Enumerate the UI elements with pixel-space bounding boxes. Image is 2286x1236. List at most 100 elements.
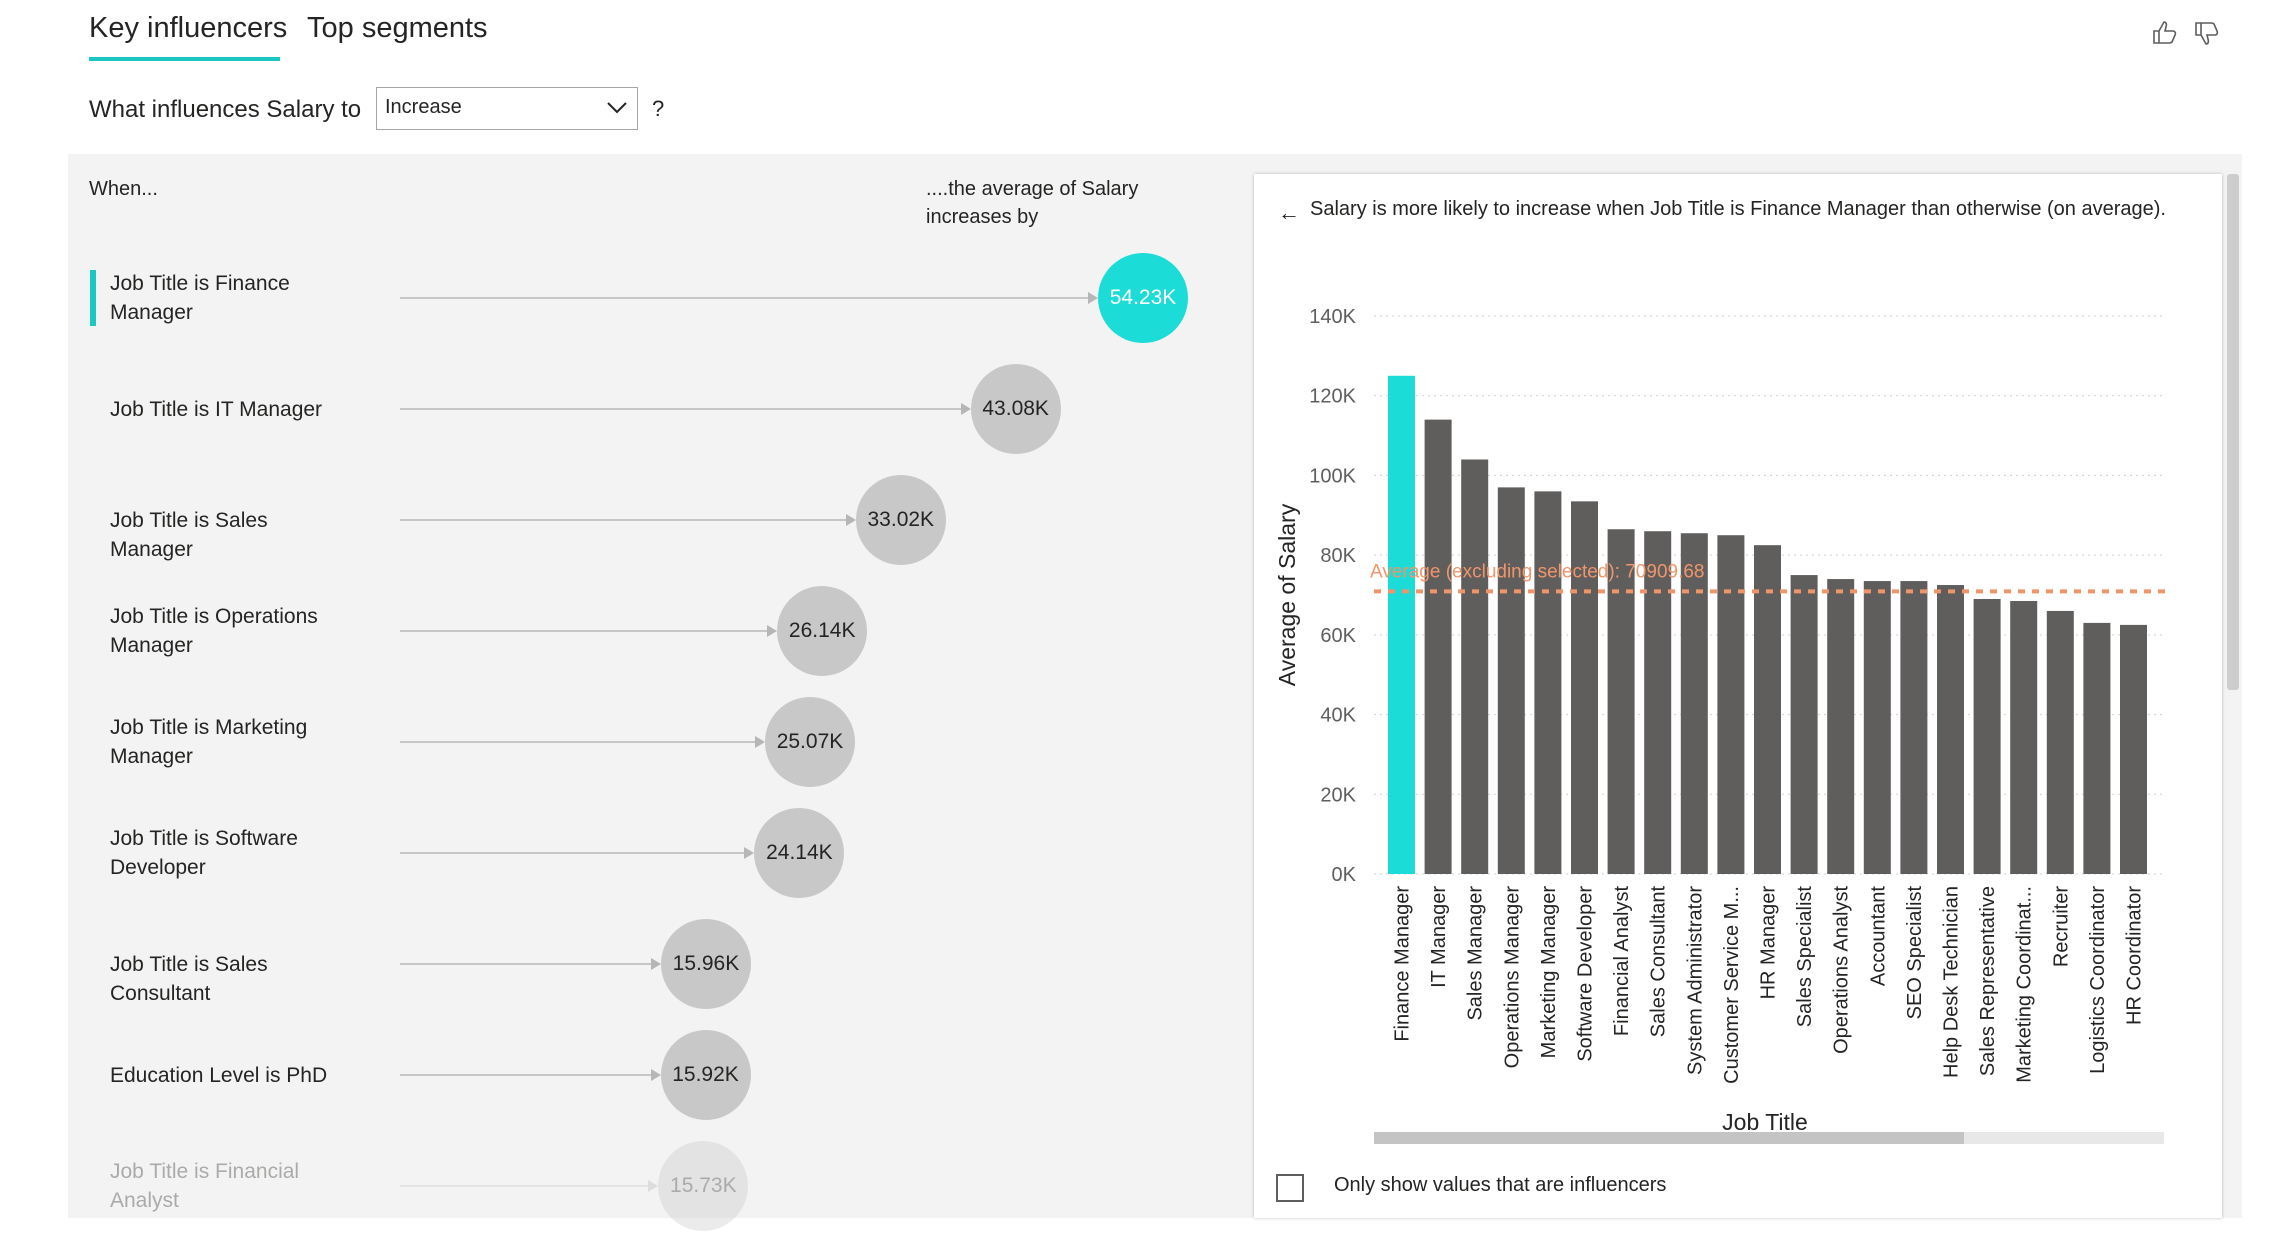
x-tick-label: Financial Analyst xyxy=(1611,886,1633,1037)
x-tick-label: Recruiter xyxy=(2050,886,2072,967)
x-tick-label: System Administrator xyxy=(1684,886,1706,1075)
bar[interactable] xyxy=(2120,624,2147,874)
bar[interactable] xyxy=(1717,535,1745,874)
x-tick-label: Accountant xyxy=(1867,886,1889,987)
detail-card: ← Salary is more likely to increase when… xyxy=(1254,174,2222,1218)
bar[interactable] xyxy=(1754,545,1781,874)
detail-title: Salary is more likely to increase when J… xyxy=(1310,198,2166,220)
bar[interactable] xyxy=(1863,581,1891,874)
bar[interactable] xyxy=(2083,622,2111,874)
thumbs-down-icon[interactable] xyxy=(2192,18,2222,48)
connector-arrow-icon xyxy=(650,958,661,970)
x-tick-label: Operations Analyst xyxy=(1831,886,1853,1054)
x-tick-label: Operations Manager xyxy=(1501,886,1523,1069)
x-tick-label: Sales Manager xyxy=(1465,886,1487,1021)
influencer-row[interactable]: Job Title is Sales Manager 33.02K xyxy=(68,470,1218,570)
bar[interactable] xyxy=(1790,575,1818,874)
x-axis-title: Job Title xyxy=(1722,1109,1808,1134)
average-header: ....the average of Salary increases by xyxy=(926,178,1139,228)
x-tick-label: Logistics Coordinator xyxy=(2087,886,2109,1074)
influencer-bubble[interactable]: 25.07K xyxy=(764,697,855,787)
influencer-row[interactable]: Job Title is Financial Analyst 15.73K xyxy=(68,1136,1218,1236)
influencer-row[interactable]: Education Level is PhD 15.92K xyxy=(68,1025,1218,1125)
bar[interactable] xyxy=(1900,581,1928,874)
x-tick-label: Software Developer xyxy=(1575,886,1597,1062)
salary-bar-chart: 0K 20K 40K 60K 80K 100K 120K 140K Average of Sal… xyxy=(1274,306,2166,1134)
horizontal-scrollbar[interactable] xyxy=(1374,1132,1964,1144)
influencer-row[interactable]: Job Title is Software Developer 24.14K xyxy=(68,803,1218,903)
connector-arrow-icon xyxy=(960,403,971,415)
bar[interactable] xyxy=(1388,375,1415,874)
x-tick-label: Help Desk Technician xyxy=(1941,886,1963,1078)
influencer-row[interactable]: Job Title is IT Manager 43.08K xyxy=(68,359,1218,459)
influencer-bubble[interactable]: 24.14K xyxy=(754,808,845,898)
tab-key-influencers[interactable]: Key influencers xyxy=(89,12,288,44)
help-icon[interactable]: ? xyxy=(652,96,665,121)
y-tick-label: 100K xyxy=(1309,465,1356,487)
bar[interactable] xyxy=(1534,491,1562,874)
tab-top-segments[interactable]: Top segments xyxy=(307,12,488,44)
bar[interactable] xyxy=(1424,419,1452,874)
vertical-scrollbar[interactable] xyxy=(2227,174,2239,690)
influencer-label: Job Title is Marketing Manager xyxy=(110,716,308,768)
bar[interactable] xyxy=(1644,531,1672,874)
influencer-bubble[interactable]: 15.92K xyxy=(660,1030,751,1120)
y-tick-label: 120K xyxy=(1309,386,1356,408)
connector-arrow-icon xyxy=(650,1069,661,1081)
selected-indicator xyxy=(90,270,96,326)
x-tick-label: Marketing Coordinat... xyxy=(2014,886,2036,1083)
influencer-bubble[interactable]: 43.08K xyxy=(970,364,1061,454)
connector-line xyxy=(400,519,846,521)
connector-arrow-icon xyxy=(744,847,755,859)
y-tick-label: 80K xyxy=(1320,545,1356,567)
influencer-label: Job Title is Sales Manager xyxy=(110,509,268,561)
bar[interactable] xyxy=(1461,459,1489,874)
y-tick-label: 0K xyxy=(1332,864,1357,886)
y-axis-title: Average of Salary xyxy=(1274,503,1300,686)
x-tick-label: Sales Representative xyxy=(1977,886,1999,1076)
influencer-label: Job Title is Financial Analyst xyxy=(110,1160,300,1212)
x-tick-label: Sales Consultant xyxy=(1648,886,1670,1038)
connector-arrow-icon xyxy=(754,736,765,748)
reference-line-label: Average (excluding selected): 70909.68 xyxy=(1370,561,1705,582)
bar[interactable] xyxy=(2046,610,2074,874)
thumbs-up-icon[interactable] xyxy=(2150,18,2180,48)
influencer-bubble[interactable]: 54.23K xyxy=(1098,253,1188,343)
back-arrow-icon[interactable]: ← xyxy=(1278,200,1300,225)
influencer-bubble[interactable]: 33.02K xyxy=(855,475,946,565)
bar[interactable] xyxy=(1571,501,1598,874)
influencer-bubble[interactable]: 15.73K xyxy=(658,1141,749,1231)
bar[interactable] xyxy=(1497,487,1525,874)
x-tick-label: Finance Manager xyxy=(1392,886,1414,1042)
influencer-row[interactable]: Job Title is Marketing Manager 25.07K xyxy=(68,692,1218,792)
connector-line xyxy=(400,630,768,632)
y-tick-label: 140K xyxy=(1309,306,1356,328)
y-tick-label: 20K xyxy=(1320,784,1356,806)
x-tick-label: SEO Specialist xyxy=(1904,886,1926,1020)
y-tick-label: 60K xyxy=(1320,625,1356,647)
bar[interactable] xyxy=(1827,579,1855,874)
x-tick-label: Customer Service M... xyxy=(1721,886,1743,1084)
direction-dropdown[interactable]: Increase xyxy=(376,87,638,130)
influencer-row[interactable]: Job Title is Finance Manager 54.23K xyxy=(68,248,1218,348)
influencer-row[interactable]: Job Title is Operations Manager 26.14K xyxy=(68,581,1218,681)
bar[interactable] xyxy=(2010,600,2038,874)
bar[interactable] xyxy=(1937,585,1964,874)
influencer-label: Job Title is Software Developer xyxy=(110,827,298,879)
influencers-only-checkbox[interactable] xyxy=(1276,1174,1304,1202)
influencer-label: Job Title is Sales Consultant xyxy=(110,953,268,1005)
chevron-down-icon xyxy=(607,102,627,114)
influencer-bubble[interactable]: 26.14K xyxy=(777,586,868,676)
influencer-label: Job Title is IT Manager xyxy=(110,398,323,421)
question-label: What influences Salary to xyxy=(89,96,362,123)
connector-arrow-icon xyxy=(767,625,778,637)
x-tick-label: Marketing Manager xyxy=(1538,886,1560,1059)
influencer-row[interactable]: Job Title is Sales Consultant 15.96K xyxy=(68,914,1218,1014)
influencer-bubble[interactable]: 15.96K xyxy=(660,919,751,1009)
bar[interactable] xyxy=(1680,533,1708,874)
checkbox-label: Only show values that are influencers xyxy=(1334,1174,1667,1196)
bar[interactable] xyxy=(1607,529,1635,874)
bar[interactable] xyxy=(1973,598,2001,874)
x-tick-label: IT Manager xyxy=(1428,886,1450,988)
